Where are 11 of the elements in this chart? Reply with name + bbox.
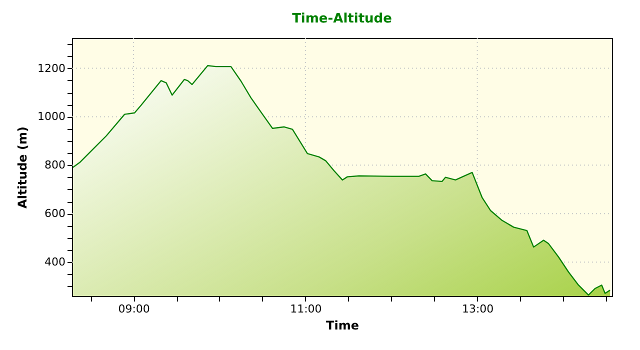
x-tick-label: 11:00 xyxy=(290,302,322,316)
x-tick-label: 13:00 xyxy=(462,302,494,316)
y-axis-title: Altitude (m) xyxy=(16,126,30,208)
y-tick-label: 800 xyxy=(44,158,66,172)
y-tick-label: 1000 xyxy=(38,110,66,124)
y-tick-label: 1200 xyxy=(38,62,66,75)
y-tick-label: 400 xyxy=(44,256,66,269)
chart-title: Time-Altitude xyxy=(292,12,392,26)
x-tick-label: 09:00 xyxy=(118,302,150,316)
y-tick-label: 600 xyxy=(44,207,66,220)
x-axis-title: Time xyxy=(326,318,359,332)
